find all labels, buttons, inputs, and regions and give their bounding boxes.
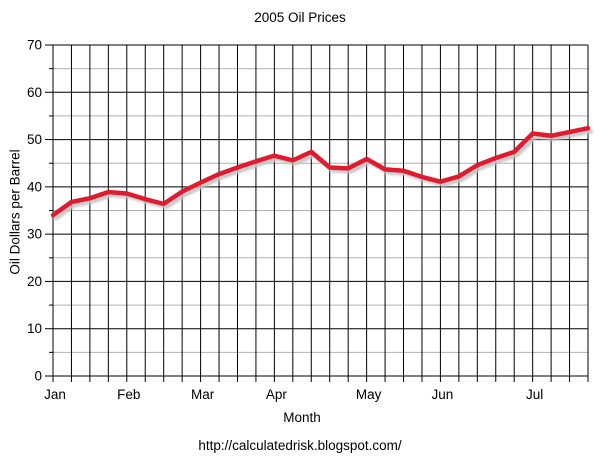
svg-text:10: 10 xyxy=(27,321,42,336)
grid-major xyxy=(53,44,588,377)
svg-text:Jul: Jul xyxy=(526,387,543,402)
svg-text:Apr: Apr xyxy=(266,387,288,402)
svg-text:Jun: Jun xyxy=(432,387,454,402)
grid-vertical xyxy=(52,45,589,376)
svg-text:40: 40 xyxy=(27,179,42,194)
svg-text:May: May xyxy=(356,387,382,402)
footer-url: http://calculatedrisk.blogspot.com/ xyxy=(198,438,402,453)
svg-text:Mar: Mar xyxy=(191,387,215,402)
svg-text:30: 30 xyxy=(27,227,42,242)
chart-title: 2005 Oil Prices xyxy=(254,10,346,25)
svg-text:Jan: Jan xyxy=(44,387,66,402)
axis-ticks xyxy=(45,44,589,382)
y-tick-labels: 0 10 20 30 40 50 60 70 xyxy=(27,38,42,384)
svg-text:20: 20 xyxy=(27,274,42,289)
svg-text:50: 50 xyxy=(27,132,42,147)
svg-text:70: 70 xyxy=(27,38,42,53)
series-line xyxy=(50,125,591,218)
x-axis-label: Month xyxy=(283,410,321,425)
series-shadow xyxy=(53,128,594,221)
x-tick-labels: Jan Feb Mar Apr May Jun Jul xyxy=(44,387,543,402)
svg-text:0: 0 xyxy=(34,369,42,384)
svg-text:60: 60 xyxy=(27,85,42,100)
grid-minor xyxy=(53,68,588,353)
svg-text:Feb: Feb xyxy=(117,387,140,402)
